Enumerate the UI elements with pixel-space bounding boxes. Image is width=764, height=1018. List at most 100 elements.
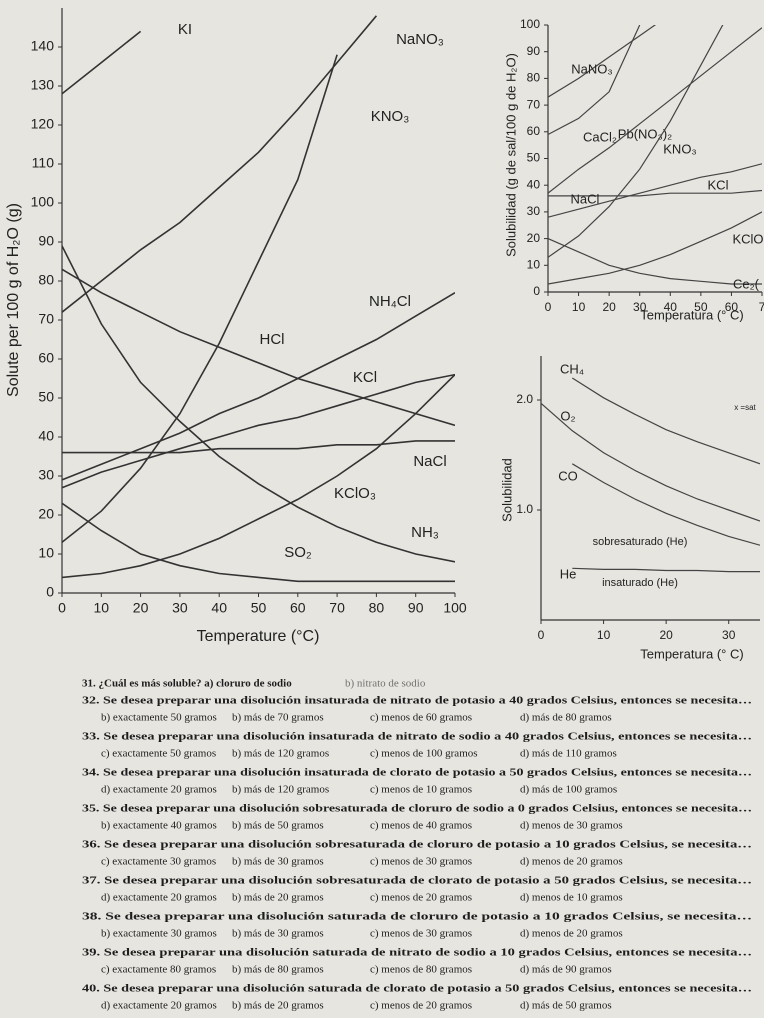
curve [548, 25, 657, 98]
y-tick-label: 1.0 [516, 502, 533, 516]
series-label: Pb(NO₃)₂ [618, 126, 672, 141]
series-label: NaCl [413, 453, 446, 470]
option: b) exactamente 40 gramos [101, 820, 217, 832]
series-label: NH₄Cl [369, 293, 411, 310]
option: d) menos de 20 gramos [520, 856, 623, 868]
y-tick-label: 50 [38, 389, 54, 405]
option: d) menos de 10 gramos [520, 892, 623, 904]
curve [62, 502, 455, 583]
option: b) más de 30 gramos [232, 856, 324, 868]
x-tick-label: 100 [443, 600, 467, 616]
x-axis-label: Temperature (°C) [197, 628, 320, 645]
curve [62, 440, 455, 454]
option: b) más de 80 gramos [232, 964, 324, 976]
series-label: KI [178, 21, 192, 38]
x-tick-label: 60 [725, 300, 739, 314]
question-prompt: 37. Se desea preparar una disolución sob… [82, 875, 752, 887]
series-label: NaCl [571, 191, 600, 206]
x-tick-label: 0 [538, 628, 545, 642]
x-axis-label: Temperatura (° C) [640, 646, 743, 661]
option: d) más de 110 gramos [520, 748, 617, 760]
y-tick-label: 30 [38, 467, 54, 483]
curve [571, 463, 760, 546]
option: c) menos de 80 gramos [370, 964, 472, 976]
option: c) exactamente 30 gramos [101, 856, 216, 868]
option: c) menos de 20 gramos [370, 1000, 472, 1012]
x-tick-label: 10 [597, 628, 611, 642]
curve [62, 245, 455, 563]
curve [62, 54, 338, 543]
series-label: SO₂ [284, 544, 312, 561]
y-tick-label: 60 [38, 350, 54, 366]
y-tick-label: 2.0 [516, 392, 533, 406]
option: b) más de 120 gramos [232, 784, 329, 796]
question-prompt: 32. Se desea preparar una disolución ins… [82, 695, 752, 707]
option: d) exactamente 20 gramos [101, 1000, 217, 1012]
y-tick-label: 10 [527, 257, 541, 271]
x-tick-label: 0 [545, 300, 552, 314]
series-label: He [560, 566, 577, 581]
option: d) más de 50 gramos [520, 1000, 612, 1012]
y-tick-label: 90 [527, 44, 541, 58]
curve [62, 30, 142, 95]
y-axis-label: Solubilidad [499, 458, 514, 522]
curve [548, 238, 762, 285]
option: d) menos de 30 gramos [520, 820, 623, 832]
x-tick-label: 30 [633, 300, 647, 314]
x-tick-label: 10 [572, 300, 586, 314]
question-prompt: 33. Se desea preparar una disolución ins… [82, 731, 752, 743]
option: c) menos de 20 gramos [370, 892, 472, 904]
y-tick-label: 110 [32, 155, 55, 171]
y-tick-label: 120 [31, 116, 55, 132]
option: d) menos de 20 gramos [520, 928, 623, 940]
curve [548, 25, 724, 258]
option: b) más de 50 gramos [232, 820, 324, 832]
x-tick-label: 0 [58, 600, 66, 616]
series-label: NaNO₃ [396, 31, 444, 48]
x-tick-label: 50 [694, 300, 708, 314]
y-tick-label: 20 [527, 231, 541, 245]
x-tick-label: 40 [211, 600, 227, 616]
curve [548, 27, 762, 194]
y-tick-label: 60 [527, 124, 541, 138]
question-prompt: 35. Se desea preparar una disolución sob… [82, 803, 752, 815]
curve [62, 292, 455, 481]
series-label: CO [558, 468, 578, 483]
curve [62, 15, 378, 313]
y-tick-label: 130 [31, 77, 55, 93]
option: b) más de 20 gramos [232, 1000, 324, 1012]
series-label: O₂ [560, 408, 575, 423]
series-label: NH₃ [411, 524, 439, 541]
series-label: KCl [353, 369, 377, 386]
y-tick-label: 0 [533, 284, 540, 298]
question-prompt: 36. Se desea preparar una disolución sob… [82, 839, 752, 851]
series-label: KCl [708, 177, 729, 192]
y-tick-label: 40 [38, 428, 54, 444]
y-tick-label: 70 [527, 97, 541, 111]
annotation: x =sat [734, 403, 756, 412]
question-prompt: 40. Se desea preparar una disolución sat… [82, 983, 752, 995]
annotation: sobresaturado (He) [593, 536, 688, 548]
y-axis-label: Solubilidad (g de sal/100 g de H₂O) [503, 53, 518, 257]
curve [62, 268, 455, 427]
option: c) menos de 30 gramos [370, 856, 472, 868]
option: d) más de 80 gramos [520, 712, 612, 724]
series-label: NaNO₃ [571, 61, 612, 76]
x-tick-label: 20 [659, 628, 673, 642]
series-label: CH₄ [560, 361, 584, 376]
option: c) menos de 30 gramos [370, 928, 472, 940]
y-tick-label: 80 [38, 272, 54, 288]
curve [541, 402, 760, 522]
series-label: HCl [260, 331, 285, 348]
series-label: CaCl₂ [583, 129, 617, 144]
x-tick-label: 30 [722, 628, 736, 642]
question-prompt: 39. Se desea preparar una disolución sat… [82, 947, 752, 959]
x-tick-label: 10 [94, 600, 110, 616]
option: c) menos de 100 gramos [370, 748, 478, 760]
series-label: KClO₃ [334, 485, 376, 502]
y-tick-label: 90 [38, 233, 54, 249]
curve [62, 373, 455, 489]
option: c) exactamente 50 gramos [101, 748, 216, 760]
curve [548, 189, 762, 197]
